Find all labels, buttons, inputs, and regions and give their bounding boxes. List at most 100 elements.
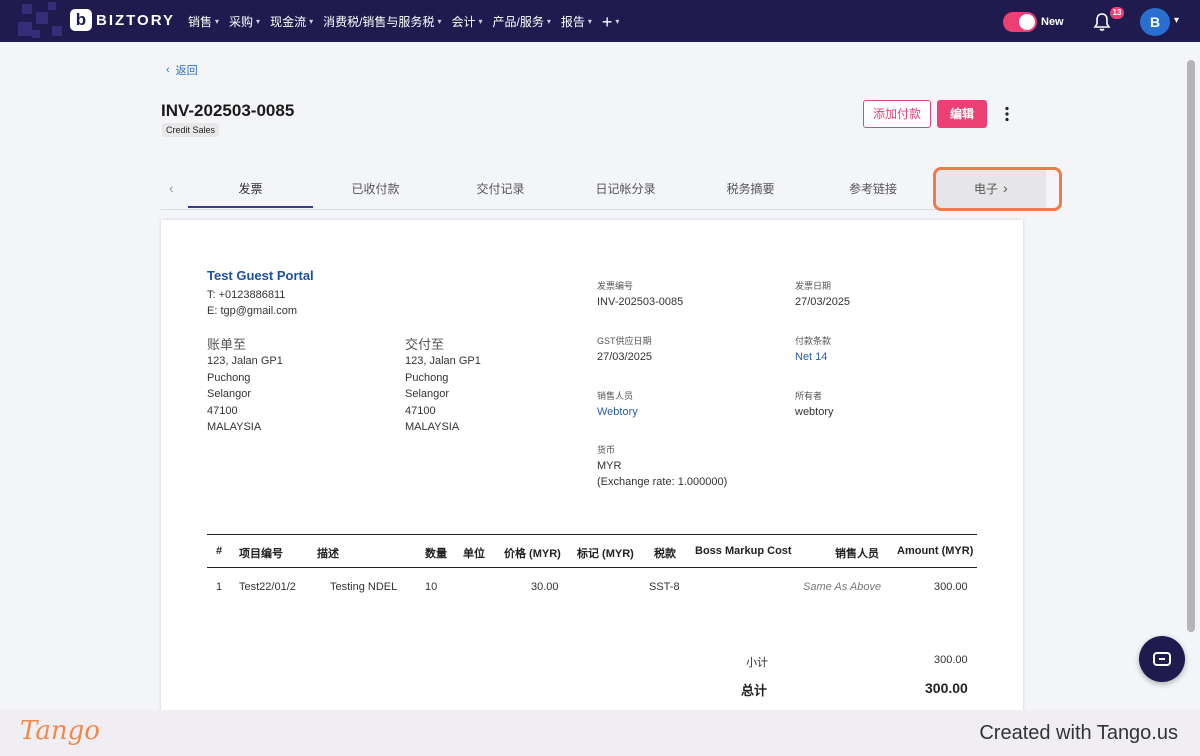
menu-item-purchase[interactable]: 采购 ▾ [229,15,261,29]
item-price: 30.00 [531,581,559,593]
invoice-card: Test Guest Portal T: +0123886811 E: tgp@… [161,220,1023,720]
chevron-down-icon[interactable]: ▾ [1174,15,1180,26]
brand-pixel-decoration [14,0,100,42]
menu-item-accounting[interactable]: 会计 ▾ [451,15,483,29]
invoice-date-value: 27/03/2025 [795,296,851,308]
payment-terms-link[interactable]: Net 14 [795,351,828,363]
table-header: # 项目编号 描述 数量 单位 价格 (MYR) 标记 (MYR) 税款 Bos… [207,534,977,568]
menu-item-sales[interactable]: 销售 ▾ [188,15,220,29]
chevron-left-icon: ‹ [166,64,170,76]
new-ui-toggle-label: New [1041,16,1064,28]
subtotal-value: 300.00 [934,654,968,666]
brand-logo[interactable]: b BIZTORY [70,9,175,31]
item-tax: SST-8 [649,581,680,593]
tango-footer: Tango Created with Tango.us [0,710,1200,756]
edit-button[interactable]: 编辑 [937,100,987,128]
chevron-down-icon: ▾ [546,17,551,26]
gst-date-label: GST供应日期 [597,336,652,346]
invoice-type-badge: Credit Sales [162,123,220,137]
sales-person-link[interactable]: Webtory [597,406,638,418]
row-index: 1 [216,581,223,593]
tutorial-highlight [933,167,1062,211]
tango-logo: Tango [20,716,100,746]
exchange-rate: (Exchange rate: 1.000000) [597,476,728,488]
menu-item-cashflow[interactable]: 现金流 ▾ [270,15,314,29]
chevron-down-icon: ▾ [587,17,592,26]
menu-item-add[interactable]: + ▾ [601,11,620,32]
page-scrollbar[interactable] [1187,60,1195,632]
col-boss-markup-cost: Boss Markup Cost [695,545,792,557]
owner-label: 所有者 [795,391,823,401]
item-sales-person: Same As Above [803,581,882,593]
active-tab-indicator [188,206,313,208]
menu-item-products[interactable]: 产品/服务 ▾ [492,15,551,29]
col-tax: 税款 [654,548,676,560]
tab-delivery-records[interactable]: 交付记录 [476,182,525,196]
tabs-scroll-right-icon[interactable]: › [1003,180,1008,196]
tabs-scroll-left-icon[interactable]: ‹ [169,180,174,196]
new-ui-toggle[interactable] [1003,12,1037,32]
user-avatar[interactable]: B [1140,8,1170,36]
col-index: # [216,545,223,557]
item-amount: 300.00 [934,581,968,593]
invoice-title: INV-202503-0085 [161,101,295,120]
col-item-code: 项目编号 [239,548,283,560]
tab-journal-entries[interactable]: 日记帐分录 [595,182,656,196]
menu-item-tax[interactable]: 消费税/销售与服务税 ▾ [323,15,442,29]
chevron-down-icon: ▾ [309,17,314,26]
invoice-number-label: 发票编号 [597,281,634,291]
company-email: E: tgp@gmail.com [207,305,298,317]
main-menu: 销售 ▾ 采购 ▾ 现金流 ▾ 消费税/销售与服务税 ▾ 会计 ▾ 产品/服务 ▾ 报告 ▾ … [188,11,620,32]
tango-credit: Created with Tango.us [979,722,1178,744]
tab-scroll-area [936,170,1046,208]
ship-to-address: 123, Jalan GP1 Puchong Selangor 47100 MA… [405,355,481,433]
tab-invoice[interactable]: 发票 [238,182,263,196]
tab-einvoice[interactable]: 电子 [973,182,998,196]
item-code-link[interactable]: Test22/01/2 [239,581,296,593]
col-amount: Amount (MYR) [897,545,974,557]
bill-to-label: 账单至 [207,337,247,352]
brand-name: BIZTORY [96,11,176,29]
chevron-down-icon: ▾ [215,17,220,26]
chevron-down-icon: ▾ [256,17,261,26]
col-quantity: 数量 [425,548,447,560]
tab-payments-received[interactable]: 已收付款 [351,182,400,196]
bell-icon[interactable] [1093,12,1111,32]
total-label: 总计 [741,683,768,698]
company-name: Test Guest Portal [207,268,314,283]
col-price: 价格 (MYR) [504,548,561,560]
invoice-number-value: INV-202503-0085 [597,296,684,308]
add-payment-button[interactable]: 添加付款 [863,100,931,128]
top-navbar: b BIZTORY 销售 ▾ 采购 ▾ 现金流 ▾ 消费税/销售与服务税 ▾ 会计 ▾ 产… [0,0,1200,42]
tab-tax-summary[interactable]: 税务摘要 [726,182,775,196]
table-row: 1 Test22/01/2 Testing NDEL 10 30.00 SST-… [207,568,977,608]
sales-person-label: 销售人员 [597,391,634,401]
notification-count-badge: 13 [1110,7,1124,19]
chat-support-button[interactable] [1139,636,1185,682]
chevron-down-icon: ▾ [615,17,620,26]
brand-logo-icon: b [70,9,92,31]
chevron-down-icon: ▾ [437,17,442,26]
payment-terms-label: 付款条款 [795,336,832,346]
subtotal-label: 小计 [746,657,768,669]
item-quantity: 10 [425,581,438,593]
col-description: 描述 [317,548,339,560]
bill-to-address: 123, Jalan GP1 Puchong Selangor 47100 MA… [207,355,283,433]
item-description: Testing NDEL [330,581,398,593]
ship-to-label: 交付至 [405,337,445,352]
gst-date-value: 27/03/2025 [597,351,653,363]
col-markup: 标记 (MYR) [577,548,634,560]
chat-icon [1153,652,1171,666]
tab-reference-links[interactable]: 参考链接 [848,182,897,196]
back-link[interactable]: ‹ 返回 [166,64,198,77]
total-value: 300.00 [925,680,968,696]
currency-value: MYR [597,460,622,472]
col-unit: 单位 [463,548,485,560]
more-options-icon[interactable] [1002,106,1012,122]
currency-label: 货币 [597,445,616,455]
company-phone: T: +0123886811 [207,289,286,301]
invoice-tabs: ‹ 发票 已收付款 交付记录 日记帐分录 税务摘要 参考链接 电子 › [161,170,1046,210]
chevron-down-icon: ▾ [478,17,483,26]
plus-icon: + [601,11,613,32]
menu-item-reports[interactable]: 报告 ▾ [560,15,592,29]
